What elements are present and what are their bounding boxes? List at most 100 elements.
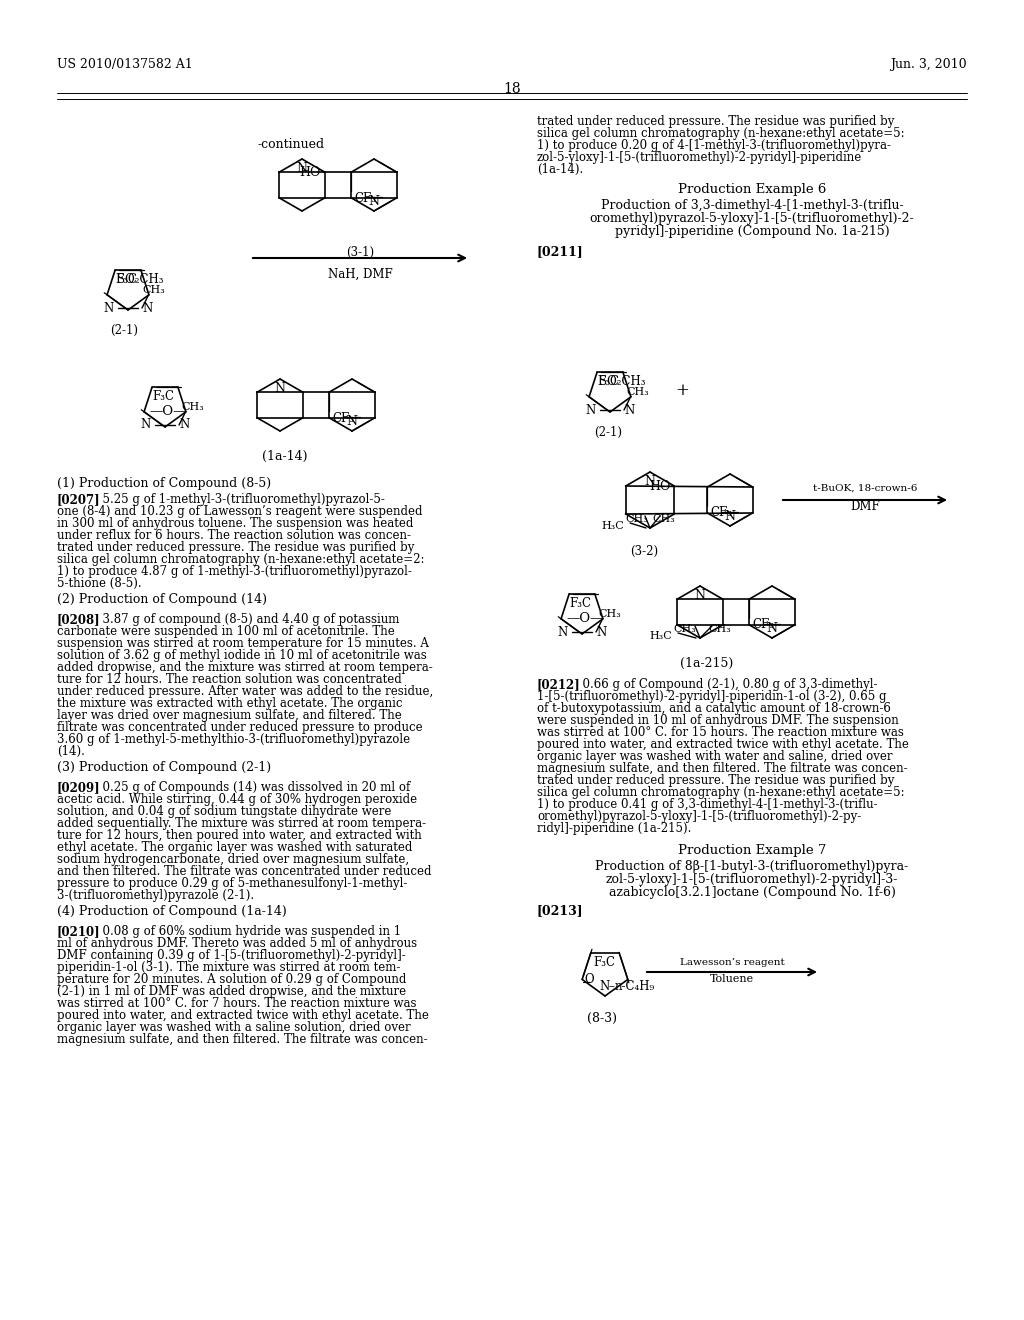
Text: oromethyl)pyrazol-5-yloxy]-1-[5-(trifluoromethyl)-2-py-: oromethyl)pyrazol-5-yloxy]-1-[5-(trifluo… — [537, 810, 861, 822]
Text: N: N — [558, 626, 568, 639]
Text: Production Example 7: Production Example 7 — [678, 843, 826, 857]
Text: N: N — [369, 195, 380, 209]
Text: and then filtered. The filtrate was concentrated under reduced: and then filtered. The filtrate was conc… — [57, 865, 431, 878]
Text: N: N — [274, 381, 286, 395]
Text: 0.66 g of Compound (2-1), 0.80 g of 3,3-dimethyl-: 0.66 g of Compound (2-1), 0.80 g of 3,3-… — [575, 678, 878, 690]
Text: (2-1): (2-1) — [594, 426, 622, 440]
Text: carbonate were suspended in 100 ml of acetonitrile. The: carbonate were suspended in 100 ml of ac… — [57, 624, 394, 638]
Text: under reduced pressure. After water was added to the residue,: under reduced pressure. After water was … — [57, 685, 433, 698]
Text: [0207]: [0207] — [57, 492, 100, 506]
Text: (4) Production of Compound (1a-14): (4) Production of Compound (1a-14) — [57, 906, 287, 917]
Text: silica gel column chromatography (n-hexane:ethyl acetate=2:: silica gel column chromatography (n-hexa… — [57, 553, 425, 566]
Text: Jun. 3, 2010: Jun. 3, 2010 — [891, 58, 967, 71]
Text: [0209]: [0209] — [57, 781, 100, 795]
Text: the mixture was extracted with ethyl acetate. The organic: the mixture was extracted with ethyl ace… — [57, 697, 402, 710]
Text: 3-(trifluoromethyl)pyrazole (2-1).: 3-(trifluoromethyl)pyrazole (2-1). — [57, 888, 254, 902]
Text: magnesium sulfate, and then filtered. The filtrate was concen-: magnesium sulfate, and then filtered. Th… — [57, 1034, 428, 1045]
Text: +: + — [675, 381, 689, 399]
Text: oromethyl)pyrazol-5-yloxy]-1-[5-(trifluoromethyl)-2-: oromethyl)pyrazol-5-yloxy]-1-[5-(trifluo… — [590, 213, 914, 224]
Text: H₃C: H₃C — [649, 631, 672, 642]
Text: 18: 18 — [503, 82, 521, 96]
Text: 1-[5-(trifluoromethyl)-2-pyridyl]-piperidin-1-ol (3-2), 0.65 g: 1-[5-(trifluoromethyl)-2-pyridyl]-piperi… — [537, 690, 887, 704]
Text: (1) Production of Compound (8-5): (1) Production of Compound (8-5) — [57, 477, 271, 490]
Text: [0210]: [0210] — [57, 925, 100, 939]
Text: –: – — [608, 979, 613, 993]
Text: 5.25 g of 1-methyl-3-(trifluoromethyl)pyrazol-5-: 5.25 g of 1-methyl-3-(trifluoromethyl)py… — [95, 492, 385, 506]
Text: (2) Production of Compound (14): (2) Production of Compound (14) — [57, 593, 267, 606]
Text: DMF containing 0.39 g of 1-[5-(trifluoromethyl)-2-pyridyl]-: DMF containing 0.39 g of 1-[5-(trifluoro… — [57, 949, 406, 962]
Text: N: N — [600, 979, 610, 993]
Text: CH₃: CH₃ — [708, 624, 731, 634]
Text: (2-1): (2-1) — [110, 323, 138, 337]
Text: [0213]: [0213] — [537, 904, 584, 917]
Text: [0208]: [0208] — [57, 612, 100, 626]
Text: ture for 12 hours, then poured into water, and extracted with: ture for 12 hours, then poured into wate… — [57, 829, 422, 842]
Text: (3-2): (3-2) — [630, 545, 658, 558]
Text: CH₃: CH₃ — [181, 403, 204, 412]
Text: 3.60 g of 1-methyl-5-methylthio-3-(trifluoromethyl)pyrazole: 3.60 g of 1-methyl-5-methylthio-3-(trifl… — [57, 733, 411, 746]
Text: F₃C: F₃C — [593, 956, 615, 969]
Text: filtrate was concentrated under reduced pressure to produce: filtrate was concentrated under reduced … — [57, 721, 423, 734]
Text: added dropwise, and the mixture was stirred at room tempera-: added dropwise, and the mixture was stir… — [57, 661, 433, 675]
Text: N: N — [624, 404, 634, 417]
Text: NaH, DMF: NaH, DMF — [328, 268, 392, 281]
Text: 0.25 g of Compounds (14) was dissolved in 20 ml of: 0.25 g of Compounds (14) was dissolved i… — [95, 781, 411, 795]
Text: silica gel column chromatography (n-hexane:ethyl acetate=5:: silica gel column chromatography (n-hexa… — [537, 127, 904, 140]
Text: piperidin-1-ol (3-1). The mixture was stirred at room tem-: piperidin-1-ol (3-1). The mixture was st… — [57, 961, 400, 974]
Text: CH₃: CH₃ — [142, 285, 165, 294]
Text: N: N — [140, 418, 151, 432]
Text: US 2010/0137582 A1: US 2010/0137582 A1 — [57, 58, 193, 71]
Text: N: N — [103, 301, 114, 314]
Text: trated under reduced pressure. The residue was purified by: trated under reduced pressure. The resid… — [537, 774, 894, 787]
Text: magnesium sulfate, and then filtered. The filtrate was concen-: magnesium sulfate, and then filtered. Th… — [537, 762, 907, 775]
Text: t-BuOK, 18-crown-6: t-BuOK, 18-crown-6 — [813, 484, 918, 492]
Text: zol-5-yloxy]-1-[5-(trifluoromethyl)-2-pyridyl]-piperidine: zol-5-yloxy]-1-[5-(trifluoromethyl)-2-py… — [537, 150, 862, 164]
Text: layer was dried over magnesium sulfate, and filtered. The: layer was dried over magnesium sulfate, … — [57, 709, 401, 722]
Text: (14).: (14). — [57, 744, 85, 758]
Text: [0212]: [0212] — [537, 678, 581, 690]
Text: Production Example 6: Production Example 6 — [678, 183, 826, 195]
Text: (8-3): (8-3) — [587, 1012, 617, 1026]
Text: suspension was stirred at room temperature for 15 minutes. A: suspension was stirred at room temperatu… — [57, 638, 429, 649]
Text: F₃C: F₃C — [152, 391, 174, 403]
Text: Production of 3,3-dimethyl-4-[1-methyl-3-(triflu-: Production of 3,3-dimethyl-4-[1-methyl-3… — [601, 199, 903, 213]
Text: N: N — [644, 475, 655, 488]
Text: poured into water, and extracted twice with ethyl acetate. The: poured into water, and extracted twice w… — [537, 738, 909, 751]
Text: F₃C: F₃C — [597, 375, 618, 388]
Text: n-C₄H₉: n-C₄H₉ — [615, 979, 655, 993]
Text: trated under reduced pressure. The residue was purified by: trated under reduced pressure. The resid… — [57, 541, 415, 554]
Text: 5-thione (8-5).: 5-thione (8-5). — [57, 577, 141, 590]
Text: azabicyclo[3.2.1]octane (Compound No. 1f-6): azabicyclo[3.2.1]octane (Compound No. 1f… — [608, 886, 895, 899]
Text: N: N — [767, 622, 777, 635]
Text: CF₃: CF₃ — [354, 191, 377, 205]
Text: ridyl]-piperidine (1a-215).: ridyl]-piperidine (1a-215). — [537, 822, 691, 836]
Text: zol-5-yloxy]-1-[5-(trifluoromethyl)-2-pyridyl]-3-: zol-5-yloxy]-1-[5-(trifluoromethyl)-2-py… — [606, 873, 898, 886]
Text: in 300 ml of anhydrous toluene. The suspension was heated: in 300 ml of anhydrous toluene. The susp… — [57, 517, 414, 531]
Text: pyridyl]-piperidine (Compound No. 1a-215): pyridyl]-piperidine (Compound No. 1a-215… — [614, 224, 889, 238]
Text: acetic acid. While stirring, 0.44 g of 30% hydrogen peroxide: acetic acid. While stirring, 0.44 g of 3… — [57, 793, 417, 807]
Text: were suspended in 10 ml of anhydrous DMF. The suspension: were suspended in 10 ml of anhydrous DMF… — [537, 714, 899, 727]
Text: N: N — [346, 414, 357, 428]
Text: 1) to produce 4.87 g of 1-methyl-3-(trifluoromethyl)pyrazol-: 1) to produce 4.87 g of 1-methyl-3-(trif… — [57, 565, 412, 578]
Text: silica gel column chromatography (n-hexane:ethyl acetate=5:: silica gel column chromatography (n-hexa… — [537, 785, 904, 799]
Text: under reflux for 6 hours. The reaction solution was concen-: under reflux for 6 hours. The reaction s… — [57, 529, 411, 543]
Text: (1a-14).: (1a-14). — [537, 162, 584, 176]
Text: N: N — [142, 301, 153, 314]
Text: CH₃: CH₃ — [626, 387, 649, 397]
Text: HO: HO — [649, 479, 671, 492]
Text: F₃C: F₃C — [569, 597, 591, 610]
Text: (1a-215): (1a-215) — [680, 657, 733, 671]
Text: [0211]: [0211] — [537, 246, 584, 257]
Text: 3.87 g of compound (8-5) and 4.40 g of potassium: 3.87 g of compound (8-5) and 4.40 g of p… — [95, 612, 399, 626]
Text: O: O — [584, 973, 594, 986]
Text: N: N — [586, 404, 596, 417]
Text: F₃C: F₃C — [115, 273, 137, 286]
Text: N: N — [179, 418, 189, 432]
Text: 1) to produce 0.41 g of 3,3-dimethyl-4-[1-methyl-3-(triflu-: 1) to produce 0.41 g of 3,3-dimethyl-4-[… — [537, 799, 878, 810]
Text: of t-butoxypotassium, and a catalytic amount of 18-crown-6: of t-butoxypotassium, and a catalytic am… — [537, 702, 891, 715]
Text: CH₃: CH₃ — [652, 513, 675, 524]
Text: CH₃: CH₃ — [673, 624, 696, 634]
Text: ethyl acetate. The organic layer was washed with saturated: ethyl acetate. The organic layer was was… — [57, 841, 413, 854]
Text: (3) Production of Compound (2-1): (3) Production of Compound (2-1) — [57, 762, 271, 774]
Text: was stirred at 100° C. for 15 hours. The reaction mixture was: was stirred at 100° C. for 15 hours. The… — [537, 726, 904, 739]
